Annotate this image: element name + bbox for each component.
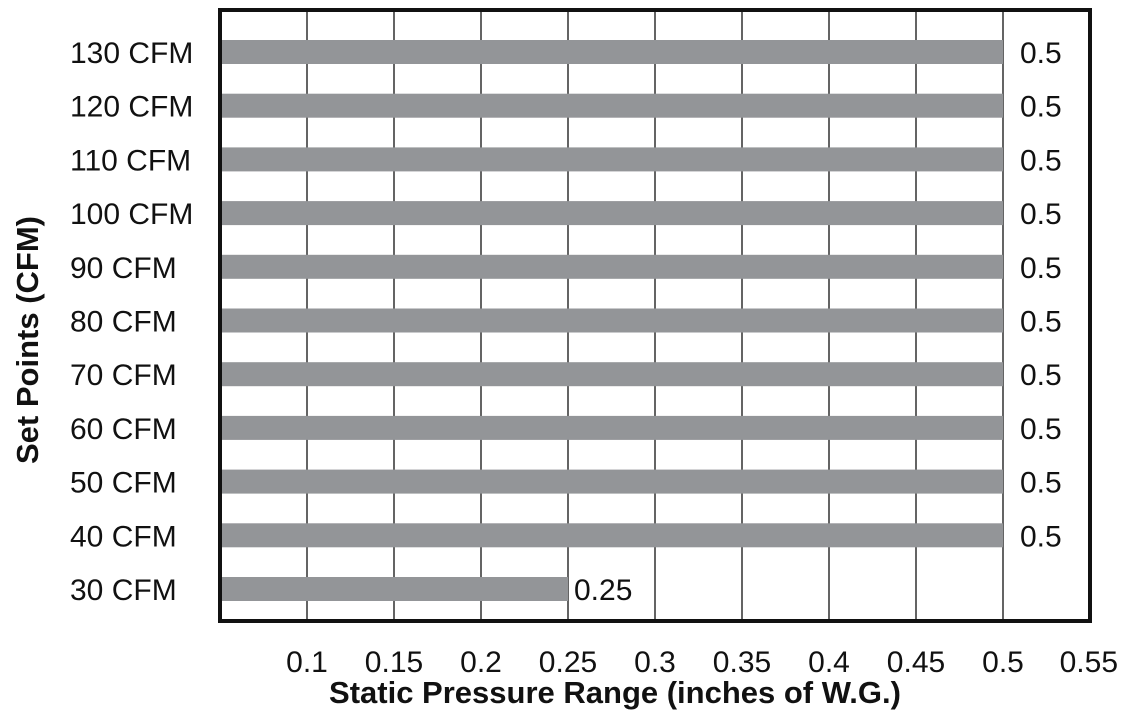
category-label: 30 CFM — [70, 574, 177, 607]
value-label: 0.5 — [1020, 413, 1062, 446]
value-label: 0.5 — [1020, 467, 1062, 500]
bar — [222, 201, 1003, 226]
value-label: 0.5 — [1020, 359, 1062, 392]
value-label: 0.5 — [1020, 520, 1062, 553]
category-label: 50 CFM — [70, 467, 177, 500]
bar — [222, 93, 1003, 118]
bar — [222, 415, 1003, 440]
value-label: 0.25 — [574, 574, 632, 607]
bar — [222, 40, 1003, 64]
bars — [222, 40, 1003, 601]
x-tick-labels: 0.1 0.15 0.2 0.25 0.3 0.35 0.4 0.45 0.5 0.55 — [286, 646, 1118, 679]
bar — [222, 147, 1003, 172]
x-tick-label: 0.25 — [539, 646, 597, 679]
bar — [222, 254, 1003, 279]
value-label: 0.5 — [1020, 198, 1062, 231]
category-label: 130 CFM — [70, 37, 193, 70]
category-label: 80 CFM — [70, 306, 177, 339]
category-label: 90 CFM — [70, 252, 177, 285]
x-tick-label: 0.5 — [982, 646, 1024, 679]
category-label: 40 CFM — [70, 520, 177, 553]
bar — [222, 523, 1003, 548]
value-label: 0.5 — [1020, 37, 1062, 70]
value-label: 0.5 — [1020, 144, 1062, 177]
x-tick-label: 0.35 — [713, 646, 771, 679]
value-labels: 0.5 0.5 0.5 0.5 0.5 0.5 0.5 0.5 0.5 0.5 0.25 — [574, 37, 1062, 607]
bar — [222, 362, 1003, 387]
value-label: 0.5 — [1020, 306, 1062, 339]
value-label: 0.5 — [1020, 252, 1062, 285]
value-label: 0.5 — [1020, 91, 1062, 124]
x-tick-label: 0.2 — [460, 646, 502, 679]
category-label: 70 CFM — [70, 359, 177, 392]
plot-border — [218, 8, 1092, 623]
y-axis-title: Set Points (CFM) — [10, 216, 45, 464]
category-label: 100 CFM — [70, 198, 193, 231]
category-labels: 130 CFM 120 CFM 110 CFM 100 CFM 90 CFM 80 CFM… — [70, 37, 193, 607]
bar — [222, 469, 1003, 494]
x-tick-label: 0.3 — [634, 646, 676, 679]
category-label: 110 CFM — [70, 144, 191, 177]
x-tick-label: 0.55 — [1060, 646, 1118, 679]
x-axis-title: Static Pressure Range (inches of W.G.) — [329, 675, 901, 710]
x-tick-label: 0.15 — [365, 646, 423, 679]
bar — [222, 577, 568, 601]
category-label: 60 CFM — [70, 413, 177, 446]
x-tick-label: 0.4 — [808, 646, 850, 679]
category-label: 120 CFM — [70, 91, 193, 124]
plot-frame — [218, 8, 1092, 623]
bar — [222, 308, 1003, 333]
x-tick-label: 0.45 — [887, 646, 945, 679]
x-tick-label: 0.1 — [286, 646, 328, 679]
